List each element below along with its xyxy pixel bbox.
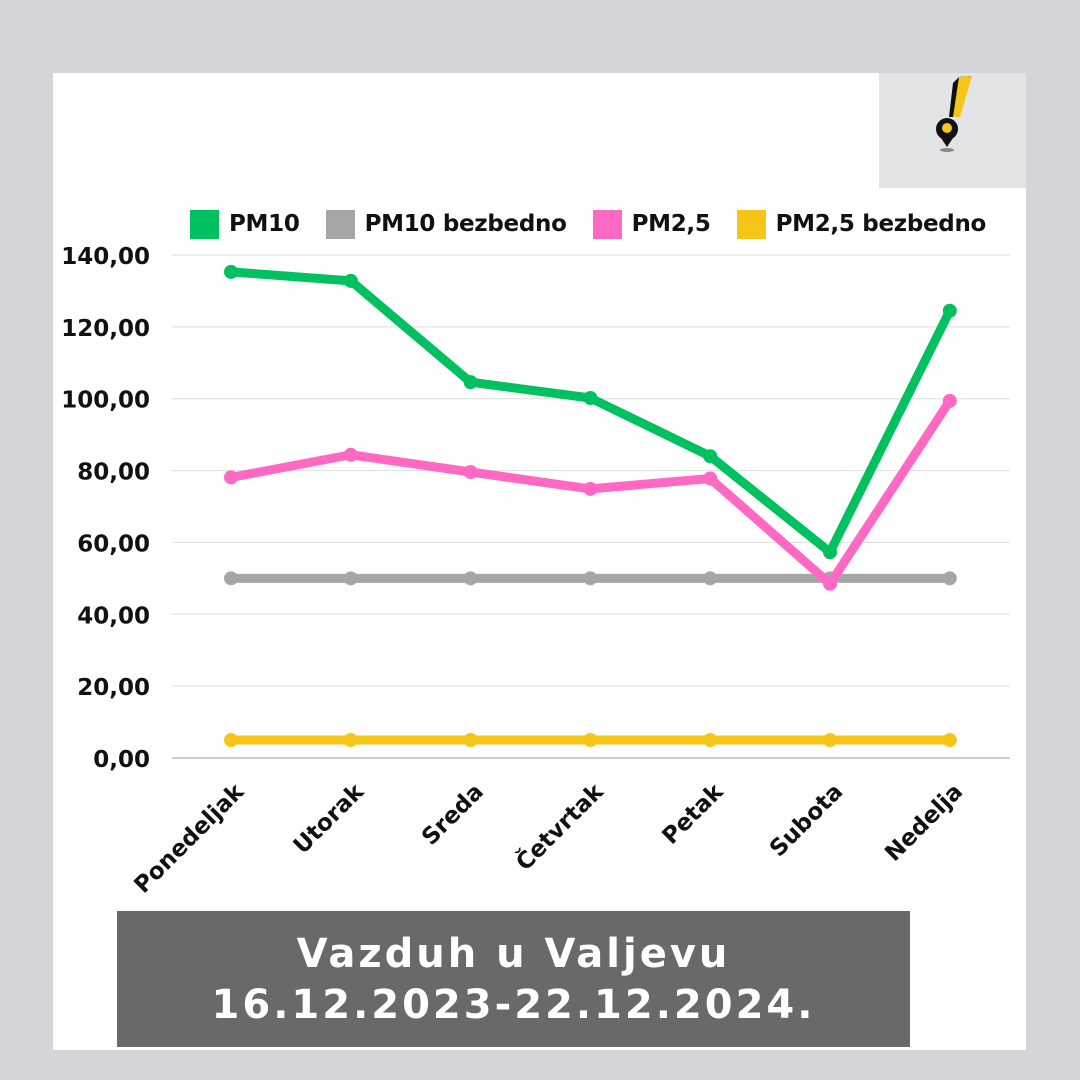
legend-label-pm10-bezbedno: PM10 bezbedno: [364, 211, 567, 237]
title-banner: Vazduh u Valjevu 16.12.2023-22.12.2024.: [117, 911, 910, 1047]
y-tick-label: 100,00: [61, 388, 150, 414]
data-point: [343, 571, 358, 586]
data-point: [463, 571, 478, 586]
y-tick-label: 20,00: [77, 675, 150, 701]
y-tick-label: 120,00: [61, 316, 150, 342]
x-tick-label: Ponedeljak: [130, 778, 250, 898]
chart-title: Vazduh u Valjevu: [296, 931, 731, 977]
data-point: [703, 471, 718, 486]
y-tick-label: 40,00: [77, 603, 150, 629]
data-point: [583, 481, 598, 496]
data-point: [823, 545, 837, 560]
data-point: [583, 733, 598, 748]
data-point: [703, 571, 718, 586]
data-point: [583, 571, 598, 586]
x-tick-label: Sreda: [417, 779, 489, 851]
data-point: [583, 390, 598, 405]
data-point: [942, 571, 957, 586]
y-tick-label: 60,00: [77, 531, 150, 557]
logo-area: [879, 73, 1026, 188]
x-tick-label: Subota: [765, 779, 848, 862]
x-tick-label: Utorak: [289, 778, 370, 859]
legend-swatch-pm10-bezbedno: [325, 209, 355, 239]
data-point: [463, 733, 478, 748]
data-point: [942, 733, 957, 748]
legend-item-pm10: PM10: [190, 209, 300, 239]
data-point: [343, 273, 358, 288]
chart-date-range: 16.12.2023-22.12.2024.: [211, 982, 816, 1028]
legend-label-pm25-bezbedno: PM2,5 bezbedno: [775, 211, 987, 237]
data-point: [463, 375, 478, 390]
data-point: [823, 576, 837, 591]
x-tick-label: Četvrtak: [510, 777, 609, 876]
y-tick-label: 80,00: [77, 460, 150, 486]
legend-swatch-pm10: [190, 209, 219, 239]
series-lines: [224, 264, 957, 748]
data-point: [224, 470, 238, 485]
legend-swatch-pm25-bezbedno: [736, 209, 766, 239]
x-tick-label: Petak: [658, 778, 729, 849]
legend-label-pm10: PM10: [229, 211, 300, 237]
data-point: [224, 264, 238, 279]
data-point: [463, 465, 478, 480]
exclamation-pin-icon: [936, 76, 972, 152]
data-point: [942, 303, 957, 318]
data-point: [942, 393, 957, 408]
y-tick-label: 0,00: [93, 747, 150, 773]
legend-swatch-pm25: [592, 209, 622, 239]
data-point: [703, 733, 718, 748]
x-tick-label: Nedelja: [880, 779, 968, 867]
x-axis-ticks: Ponedeljak Utorak Sreda Četvrtak Petak Subota…: [130, 777, 968, 899]
data-point: [823, 733, 837, 748]
legend-item-pm10-bezbedno: PM10 bezbedno: [325, 209, 567, 239]
data-point: [343, 733, 358, 748]
data-point: [224, 571, 238, 586]
legend: PM10 PM10 bezbedno PM2,5 PM2,5 bezbedno: [190, 208, 986, 240]
legend-item-pm25-bezbedno: PM2,5 bezbedno: [736, 209, 987, 239]
series-line-0: [226, 267, 955, 557]
data-point: [224, 733, 238, 748]
y-tick-label: 140,00: [61, 244, 150, 270]
data-point: [703, 449, 718, 464]
legend-label-pm25: PM2,5: [631, 211, 711, 237]
legend-item-pm25: PM2,5: [592, 209, 711, 239]
y-axis-ticks: 0,00 20,00 40,00 60,00 80,00 100,00 120,00 140,…: [61, 244, 150, 773]
data-point: [343, 447, 358, 462]
